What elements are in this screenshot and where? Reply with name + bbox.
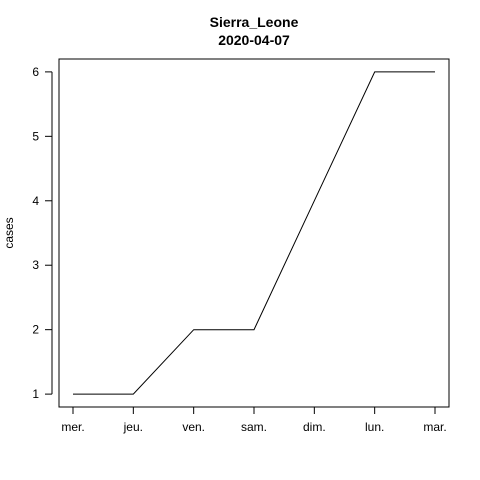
x-tick-label: ven. — [182, 420, 205, 434]
y-tick-label: 5 — [32, 129, 39, 143]
chart-subtitle: 2020-04-07 — [218, 32, 290, 48]
x-tick-label: jeu. — [123, 420, 143, 434]
y-tick-label: 6 — [32, 65, 39, 79]
series-line — [73, 71, 435, 395]
y-tick-label: 2 — [32, 323, 39, 337]
x-tick-label: sam. — [241, 420, 267, 434]
x-axis: mer. jeu. ven. sam. dim. lun. mar. — [61, 406, 447, 434]
y-tick-label: 1 — [32, 387, 39, 401]
plot-frame — [58, 58, 450, 408]
x-tick-label: dim. — [303, 420, 326, 434]
x-tick-label: mer. — [61, 420, 84, 434]
x-tick-label: mar. — [423, 420, 446, 434]
y-tick-label: 4 — [32, 194, 39, 208]
y-axis-label: cases — [2, 217, 16, 248]
y-axis: 1 2 3 4 5 6 — [32, 65, 53, 401]
series-layer — [73, 71, 435, 395]
x-tick-label: lun. — [365, 420, 384, 434]
y-tick-label: 3 — [32, 258, 39, 272]
chart-title: Sierra_Leone — [210, 14, 299, 30]
